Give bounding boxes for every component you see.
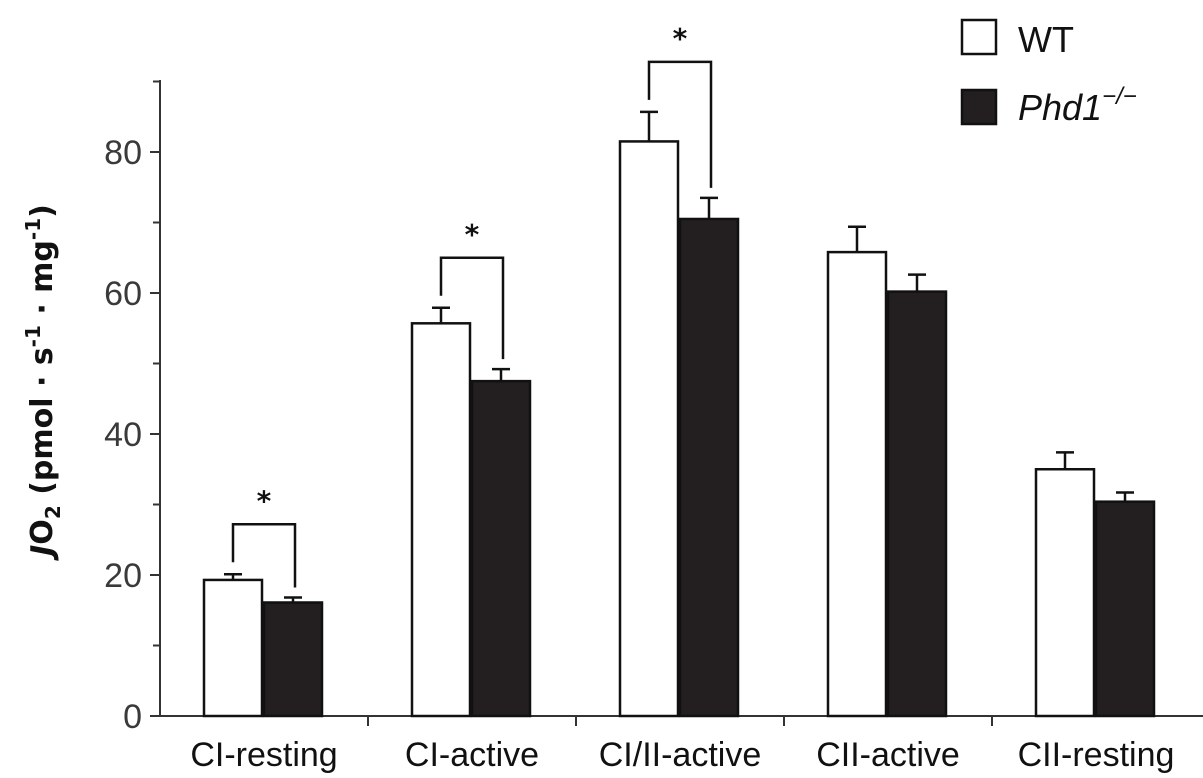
- bar-phd1: [1094, 500, 1156, 718]
- x-tick-label: CI/II-active: [599, 736, 761, 774]
- legend-label-phd1: Phd1−/−: [1018, 83, 1137, 128]
- legend-label-phd1-name: Phd1: [1018, 87, 1102, 128]
- x-tick-label: CI-resting: [190, 736, 337, 774]
- y-axis-label: JO2 (pmol · s-1 · mg-1): [21, 204, 65, 561]
- bar-phd1: [470, 379, 532, 718]
- ylabel-o: O: [25, 519, 60, 545]
- ylabel-o-sub: 2: [41, 505, 65, 519]
- legend-label-wt: WT: [1018, 19, 1074, 60]
- x-tick-label: CII-resting: [1018, 736, 1175, 774]
- ylabel-mg-sup: -1: [21, 218, 45, 240]
- ylabel-s-sup: -1: [21, 325, 45, 347]
- bar-wt: [826, 250, 888, 718]
- x-tick-label: CII-active: [816, 736, 960, 774]
- bar-wt: [1034, 468, 1096, 718]
- bar-phd1: [262, 601, 324, 718]
- legend-swatch-wt: [960, 18, 998, 56]
- axes: 0 20 40 60 80 CI-resting CI-active CI/II-active…: [104, 80, 1203, 774]
- bar-wt: [202, 578, 264, 718]
- y-tick-label: 80: [104, 134, 142, 172]
- significance-star: *: [673, 22, 688, 55]
- legend-swatch-phd1: [960, 88, 998, 126]
- ylabel-unit-start: (pmol · s: [25, 347, 60, 505]
- bar-phd1: [886, 290, 948, 718]
- significance-bracket: [647, 60, 713, 188]
- ylabel-unit-mid: · mg: [25, 240, 60, 325]
- significance-star: *: [257, 484, 272, 517]
- bars: [202, 110, 1156, 718]
- bar-wt: [618, 140, 680, 718]
- svg-text:JO2 (pmol · s-1 · mg-1): JO2 (pmol · s-1 · mg-1): [21, 204, 65, 561]
- legend: WT Phd1−/−: [960, 18, 1137, 128]
- bar-wt: [410, 322, 472, 718]
- x-tick-label: CI-active: [405, 736, 539, 774]
- y-tick-label: 60: [104, 275, 142, 313]
- legend-label-phd1-sup: −/−: [1102, 83, 1137, 110]
- significance-bracket: [439, 256, 505, 360]
- bar-phd1: [678, 217, 740, 718]
- ylabel-unit-end: ): [25, 204, 60, 218]
- y-tick-label: 40: [104, 416, 142, 454]
- ylabel-j: J: [25, 545, 60, 561]
- significance-bracket: [231, 523, 297, 588]
- y-tick-label: 0: [123, 698, 142, 736]
- y-tick-label: 20: [104, 557, 142, 595]
- significance-brackets: * * *: [231, 22, 713, 588]
- significance-star: *: [465, 218, 480, 251]
